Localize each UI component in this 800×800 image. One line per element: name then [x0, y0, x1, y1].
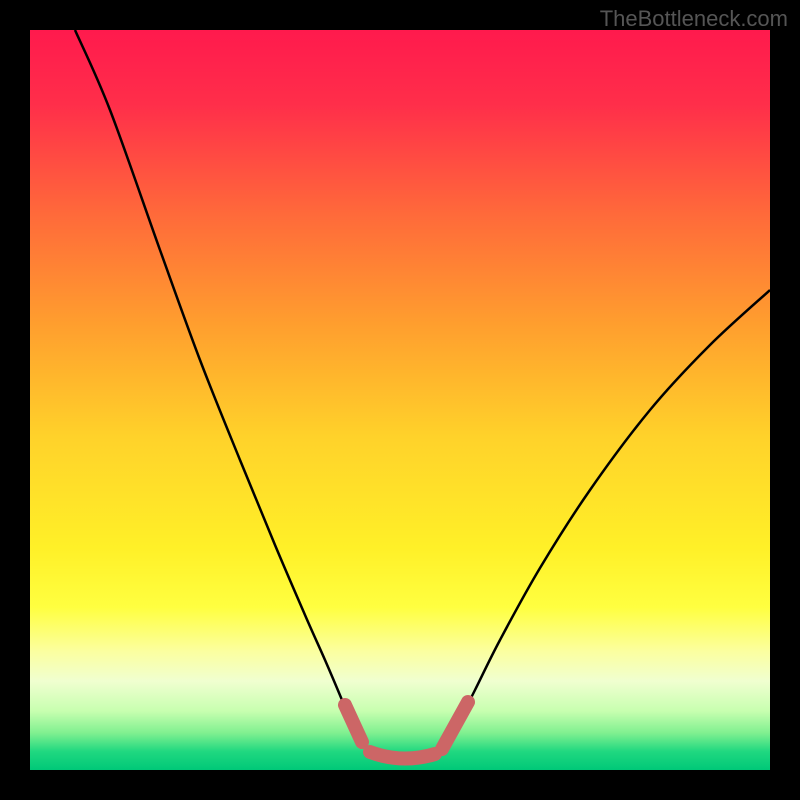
- chart-container: TheBottleneck.com: [0, 0, 800, 800]
- bottleneck-chart: [0, 0, 800, 800]
- highlight-segment-1: [370, 752, 435, 759]
- watermark-text: TheBottleneck.com: [600, 6, 788, 32]
